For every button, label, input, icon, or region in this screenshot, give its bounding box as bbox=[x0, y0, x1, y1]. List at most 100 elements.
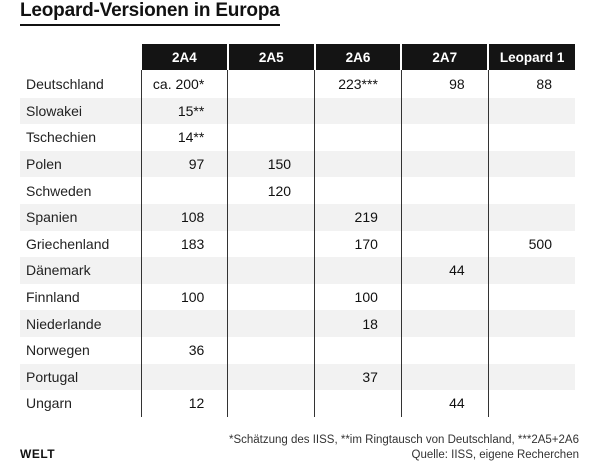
chart-title: Leopard-Versionen in Europa bbox=[20, 0, 280, 26]
country-cell: Griechenland bbox=[26, 235, 110, 252]
value-cell bbox=[227, 124, 315, 151]
value-cell: 44 bbox=[400, 390, 489, 417]
table-row: Dänemark 44 bbox=[20, 257, 575, 284]
value-cell: 37 bbox=[314, 363, 402, 391]
column-header: Leopard 1 bbox=[487, 44, 575, 70]
header-row: 2A4 2A5 2A6 2A7 Leopard 1 bbox=[20, 44, 575, 70]
value-cell bbox=[227, 390, 315, 417]
value-cell bbox=[227, 70, 315, 98]
value-cell bbox=[487, 177, 575, 204]
value-cell bbox=[487, 124, 575, 151]
value-cell bbox=[400, 230, 489, 258]
value-cell bbox=[400, 310, 489, 337]
value-cell: 223*** bbox=[314, 70, 402, 98]
value-cell: 36 bbox=[140, 336, 228, 364]
value-cell bbox=[487, 97, 575, 125]
footnote-text: *Schätzung des IISS, **im Ringtausch von… bbox=[228, 434, 579, 446]
value-cell bbox=[314, 97, 402, 125]
value-cell bbox=[487, 310, 575, 337]
column-header: 2A7 bbox=[400, 44, 489, 70]
value-cell bbox=[227, 230, 315, 258]
value-cell bbox=[487, 257, 575, 284]
country-cell: Slowakei bbox=[20, 97, 141, 125]
value-cell bbox=[140, 363, 228, 391]
value-cell bbox=[400, 97, 489, 125]
value-cell bbox=[314, 257, 402, 284]
value-cell bbox=[227, 336, 315, 364]
value-cell bbox=[487, 336, 575, 364]
value-cell bbox=[314, 150, 402, 178]
footnote: *Schätzung des IISS, **im Ringtausch von… bbox=[229, 433, 579, 463]
table-row: Niederlande 18 bbox=[20, 310, 575, 337]
table-row: Schweden 120 bbox=[20, 177, 575, 204]
table-row: Tschechien 14** bbox=[20, 124, 575, 151]
value-cell bbox=[227, 257, 315, 284]
table-row: Ungarn 12 44 bbox=[20, 390, 575, 417]
value-cell bbox=[227, 203, 315, 231]
column-header: 2A4 bbox=[140, 44, 228, 70]
country-cell: Spanien bbox=[20, 203, 141, 231]
value-cell bbox=[140, 257, 228, 284]
value-cell bbox=[314, 124, 402, 151]
value-cell: 12 bbox=[140, 390, 228, 417]
table-row: Portugal 37 bbox=[20, 363, 575, 391]
value-cell bbox=[487, 363, 575, 391]
value-cell bbox=[400, 363, 489, 391]
column-header: 2A5 bbox=[226, 44, 315, 70]
table-row: Polen 97 150 bbox=[20, 150, 575, 178]
value-cell bbox=[314, 177, 402, 204]
value-cell: 120 bbox=[227, 177, 315, 204]
table-body: Deutschland ca. 200* 223*** 98 88 Slowakei 15*… bbox=[20, 70, 575, 417]
value-cell bbox=[487, 283, 575, 311]
value-cell: 500 bbox=[487, 230, 575, 258]
country-cell: Niederlande bbox=[20, 310, 141, 337]
value-cell: 100 bbox=[314, 283, 402, 311]
value-cell bbox=[487, 150, 575, 178]
country-cell: Ungarn bbox=[26, 395, 72, 412]
value-cell bbox=[314, 390, 402, 417]
value-cell bbox=[314, 336, 402, 364]
value-cell bbox=[400, 336, 489, 364]
value-cell bbox=[227, 363, 315, 391]
table-row: Deutschland ca. 200* 223*** 98 88 bbox=[20, 70, 575, 98]
value-cell bbox=[400, 283, 489, 311]
country-cell: Deutschland bbox=[26, 76, 104, 93]
country-cell: Finnland bbox=[26, 289, 80, 306]
value-cell: 219 bbox=[314, 203, 402, 231]
value-cell: 97 bbox=[140, 150, 228, 178]
table-row: Finnland 100 100 bbox=[20, 283, 575, 311]
country-cell: Schweden bbox=[26, 182, 92, 199]
value-cell: 15** bbox=[140, 97, 228, 125]
source-text: Quelle: IISS, eigene Recherchen bbox=[411, 449, 580, 461]
value-cell: 18 bbox=[314, 310, 402, 337]
welt-logo: WELT bbox=[20, 447, 56, 461]
column-header: 2A6 bbox=[313, 44, 402, 70]
header-corner bbox=[20, 44, 141, 70]
value-cell bbox=[227, 310, 315, 337]
value-cell bbox=[227, 97, 315, 125]
value-cell bbox=[227, 283, 315, 311]
table-row: Griechenland 183 170 500 bbox=[20, 230, 575, 258]
country-cell: Portugal bbox=[20, 363, 141, 391]
value-cell bbox=[400, 177, 489, 204]
country-cell: Tschechien bbox=[26, 129, 97, 146]
value-cell: ca. 200* bbox=[140, 70, 228, 98]
value-cell bbox=[400, 124, 489, 151]
value-cell bbox=[487, 390, 575, 417]
value-cell: 108 bbox=[140, 203, 228, 231]
value-cell: 88 bbox=[487, 70, 575, 98]
country-cell: Norwegen bbox=[26, 342, 90, 359]
table-row: Spanien 108 219 bbox=[20, 203, 575, 231]
value-cell: 183 bbox=[140, 230, 228, 258]
country-cell: Dänemark bbox=[20, 257, 141, 284]
value-cell bbox=[400, 203, 489, 231]
table-row: Norwegen 36 bbox=[20, 336, 575, 364]
leopard-table: 2A4 2A5 2A6 2A7 Leopard 1 Deutschland ca.… bbox=[20, 44, 575, 417]
value-cell bbox=[487, 203, 575, 231]
value-cell bbox=[140, 310, 228, 337]
value-cell: 100 bbox=[140, 283, 228, 311]
value-cell bbox=[400, 150, 489, 178]
value-cell: 98 bbox=[400, 70, 489, 98]
value-cell: 14** bbox=[140, 124, 228, 151]
value-cell bbox=[140, 177, 228, 204]
